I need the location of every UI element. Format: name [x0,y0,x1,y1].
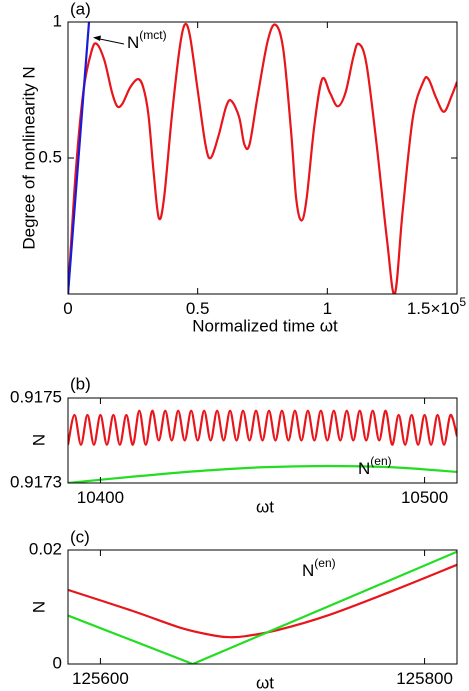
x-tick-label: 1 [323,299,332,318]
panel-label: (a) [70,0,91,18]
data-line [68,563,457,639]
annotation: N(en) [302,556,336,580]
y-tick-label: 0.9175 [10,387,62,406]
x-tick-text: 10400 [77,488,124,507]
x-tick-label: 0 [63,299,72,318]
x-tick-label: 10400 [77,488,124,507]
arrow-head [93,35,101,41]
data-line [68,22,457,294]
plot-frame [67,397,458,484]
data-line [68,464,457,483]
annotation-superscript: (en) [370,454,391,468]
y-tick-label: 1 [53,11,62,30]
x-tick-text: 0.5 [186,299,210,318]
x-tick-label: 125800 [396,669,453,688]
x-tick-text: 125600 [72,669,129,688]
x-tick-label: 1.5×105 [407,295,466,318]
x-axis-label: Normalized time ωt [192,316,338,335]
panel-label: (b) [70,374,91,393]
y-tick-label: 0.9173 [10,472,62,491]
annotation-superscript: (mct) [139,28,166,42]
annotation: N(mct) [127,28,167,52]
x-tick-label: 0.5 [186,299,210,318]
annotation-text: N [358,459,370,478]
plot-frame [67,549,458,665]
x-tick-label: 10500 [401,488,448,507]
annotation-text: N [127,33,139,52]
x-tick-text: 1.5×10 [407,299,459,318]
data-line [68,22,91,294]
x-axis-label: ωt [256,673,274,691]
y-tick-label: 0.02 [29,539,62,558]
x-tick-text: 125800 [396,669,453,688]
y-axis-label: Degree of nonlinearity N [19,66,38,249]
x-tick-text: 0 [63,299,72,318]
annotation-superscript: (en) [314,556,335,570]
data-line [68,409,457,446]
data-line [68,550,457,664]
y-tick-label: 0 [53,653,62,672]
panel-label: (c) [70,527,90,546]
y-tick-label: 0.5 [38,147,62,166]
x-tick-text: 10500 [401,488,448,507]
y-axis-label: N [29,434,48,446]
x-tick-text: 1 [323,299,332,318]
y-axis-label: N [29,601,48,613]
annotation-text: N [302,561,314,580]
x-axis-label: ωt [256,497,274,516]
x-tick-label: 125600 [72,669,129,688]
annotation: N(en) [358,454,392,478]
x-exponent: 5 [459,295,466,309]
